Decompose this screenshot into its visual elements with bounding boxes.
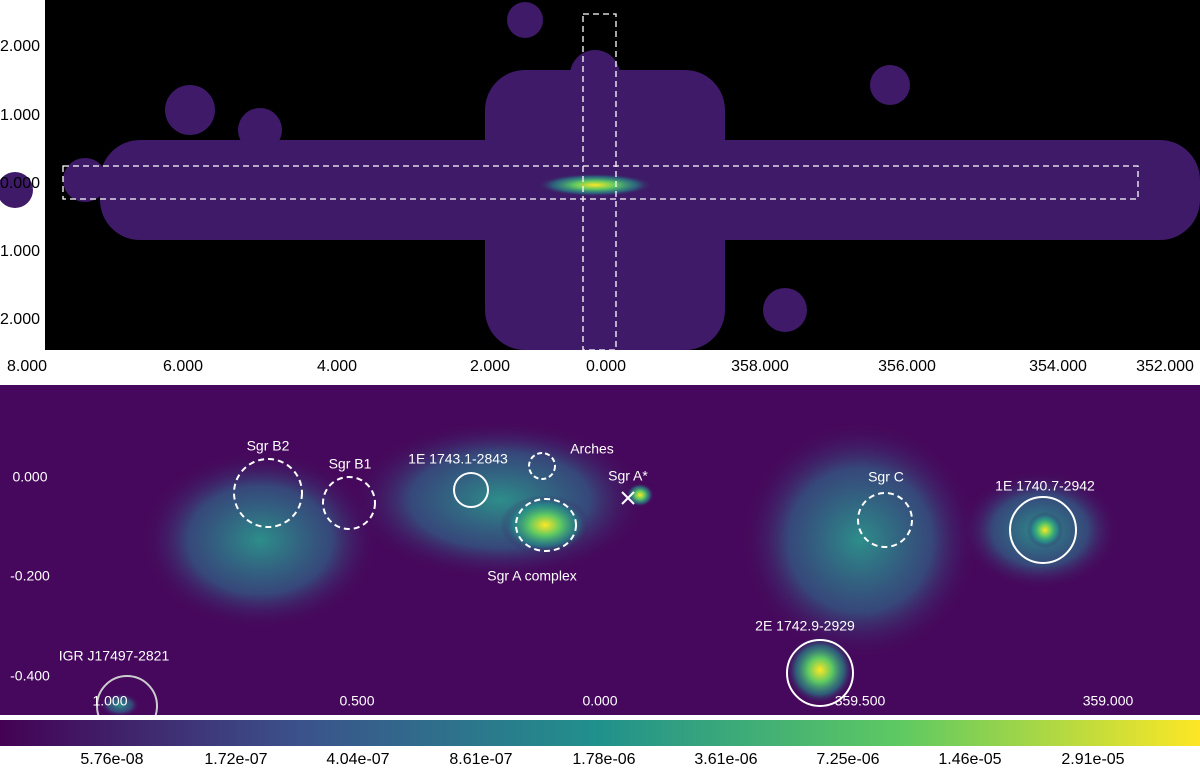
x-tick-label: 358.000 (731, 358, 789, 375)
x-tick-label: 352.000 (1136, 358, 1194, 375)
x-tick-label: 356.000 (878, 358, 936, 375)
separator (0, 380, 1200, 385)
y-tick-label: 1.000 (0, 107, 40, 124)
survey-coverage (0, 2, 1200, 350)
colorbar-tick-label: 4.04e-07 (326, 751, 389, 768)
source-regions (96, 452, 1077, 737)
source-label: 1E 1743.1-2843 (408, 451, 508, 467)
x-tick-label: 6.000 (163, 358, 203, 375)
gc-emission (535, 173, 655, 197)
colorbar-tick-label: 1.72e-07 (204, 751, 267, 768)
y-tick-label: -0.400 (10, 668, 50, 684)
colorbar-tick-label: 1.46e-05 (938, 751, 1001, 768)
x-tick-label: 8.000 (7, 358, 47, 375)
dashed-regions (62, 13, 1139, 351)
source-label: Sgr A* (608, 468, 648, 484)
colorbar-tick-label: 1.78e-06 (572, 751, 635, 768)
x-tick-label: 359.000 (1083, 693, 1134, 709)
source-label: 1E 1740.7-2942 (995, 478, 1095, 494)
colorbar-tick-label: 2.91e-05 (1061, 751, 1124, 768)
y-tick-label: 2.000 (0, 38, 40, 55)
colorbar-tick-label: 5.76e-08 (80, 751, 143, 768)
y-tick-label: -1.000 (0, 243, 40, 260)
x-tick-label: 0.500 (339, 693, 374, 709)
colorbar-tick-label: 7.25e-06 (816, 751, 879, 768)
x-tick-label: 0.000 (586, 358, 626, 375)
y-tick-label: 0.000 (0, 175, 40, 192)
y-tick-label: -0.200 (10, 568, 50, 584)
x-tick-label: 2.000 (470, 358, 510, 375)
source-label: 2E 1742.9-2929 (755, 618, 855, 634)
colorbar-tick-label: 8.61e-07 (449, 751, 512, 768)
colorbar-tick-label: 3.61e-06 (694, 751, 757, 768)
colorbar (0, 720, 1200, 746)
x-tick-label: 359.500 (835, 693, 886, 709)
separator (0, 715, 1200, 720)
source-label: Sgr B2 (247, 438, 290, 454)
source-label: Sgr B1 (329, 456, 372, 472)
source-label: Arches (570, 441, 614, 457)
source-label: Sgr A complex (487, 568, 577, 584)
source-label: IGR J17497-2821 (59, 648, 170, 664)
source-label: Sgr C (868, 469, 904, 485)
x-tick-label: 1.000 (92, 693, 127, 709)
x-tick-label: 4.000 (317, 358, 357, 375)
x-tick-label: 354.000 (1029, 358, 1087, 375)
x-tick-label: 0.000 (582, 693, 617, 709)
diffuse-emission (100, 420, 1120, 717)
y-tick-label: -2.000 (0, 311, 40, 328)
y-tick-label: 0.000 (12, 469, 47, 485)
